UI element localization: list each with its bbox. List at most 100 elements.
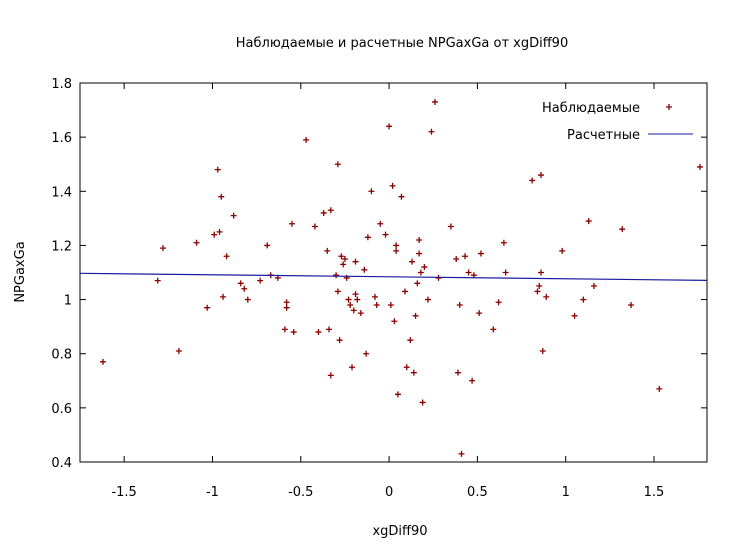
data-point xyxy=(352,258,359,265)
data-point xyxy=(539,348,546,355)
data-point xyxy=(320,209,327,216)
x-tick-label: 1 xyxy=(562,485,570,500)
data-point xyxy=(580,296,587,303)
data-point xyxy=(357,310,364,317)
x-tick-label: -0.5 xyxy=(288,485,313,500)
data-point xyxy=(311,223,318,230)
data-point xyxy=(230,212,237,219)
data-point xyxy=(354,296,361,303)
data-point xyxy=(257,277,264,284)
data-point xyxy=(628,301,635,308)
y-tick-label: 1 xyxy=(64,294,72,309)
data-point xyxy=(571,312,578,319)
y-tick-label: 1.6 xyxy=(51,131,72,146)
data-point xyxy=(336,337,343,344)
data-point xyxy=(160,245,167,252)
y-tick-label: 1.2 xyxy=(51,239,72,254)
data-point xyxy=(490,326,497,333)
data-point xyxy=(382,231,389,238)
plot-area-frame xyxy=(79,82,708,463)
data-point xyxy=(389,182,396,189)
plot-content xyxy=(79,98,708,457)
x-tick-label: -1 xyxy=(206,485,219,500)
y-tick-label: 0.4 xyxy=(51,456,72,471)
chart-title: Наблюдаемые и расчетные NPGaxGa от xgDif… xyxy=(236,36,568,51)
data-point xyxy=(536,283,543,290)
data-point xyxy=(500,239,507,246)
data-point xyxy=(432,98,439,105)
data-point xyxy=(214,166,221,173)
data-point xyxy=(345,296,352,303)
data-point xyxy=(456,301,463,308)
data-point xyxy=(348,364,355,371)
data-point xyxy=(398,193,405,200)
data-point xyxy=(585,218,592,225)
data-point xyxy=(220,293,227,300)
data-point xyxy=(476,310,483,317)
data-point xyxy=(412,312,419,319)
data-point xyxy=(364,234,371,241)
data-point xyxy=(368,188,375,195)
data-point xyxy=(424,296,431,303)
data-point xyxy=(387,301,394,308)
data-point xyxy=(656,385,663,392)
y-tick-label: 0.6 xyxy=(51,402,72,417)
data-point xyxy=(363,350,370,357)
data-point xyxy=(350,307,357,314)
y-tick-label: 1.8 xyxy=(51,77,72,92)
legend: Наблюдаемые Расчетные xyxy=(542,101,693,143)
data-point xyxy=(223,253,230,260)
data-point xyxy=(393,247,400,254)
data-point xyxy=(334,161,341,168)
x-tick-label: -1.5 xyxy=(111,485,136,500)
data-point xyxy=(371,293,378,300)
data-point xyxy=(462,253,469,260)
data-point xyxy=(241,285,248,292)
data-point xyxy=(409,258,416,265)
data-point xyxy=(211,231,218,238)
data-point xyxy=(204,304,211,311)
y-tick-label: 1.4 xyxy=(51,185,72,200)
data-point xyxy=(391,318,398,325)
data-point xyxy=(193,239,200,246)
data-point xyxy=(377,220,384,227)
x-tick-label: 0.5 xyxy=(467,485,488,500)
data-point xyxy=(453,255,460,262)
data-point xyxy=(237,280,244,287)
regression-line xyxy=(79,272,708,281)
data-point xyxy=(403,364,410,371)
data-point xyxy=(326,326,333,333)
data-point xyxy=(283,299,290,306)
data-point xyxy=(281,326,288,333)
axis-ticks: -1.5 -1 -0.5 0 0.5 1 1.5 0.4 0.6 0.8 1 1.2 1.4 1.6 1.8 xyxy=(51,77,707,500)
data-point xyxy=(619,226,626,233)
data-point xyxy=(543,293,550,300)
data-point xyxy=(283,304,290,311)
data-point xyxy=(154,277,161,284)
data-point xyxy=(315,329,322,336)
data-point xyxy=(288,220,295,227)
data-point xyxy=(175,348,182,355)
data-point xyxy=(216,228,223,235)
data-point xyxy=(303,136,310,143)
data-point xyxy=(394,391,401,398)
data-point xyxy=(264,242,271,249)
data-point xyxy=(347,301,354,308)
data-point xyxy=(386,123,393,130)
data-point xyxy=(534,288,541,295)
data-point xyxy=(458,450,465,457)
data-point xyxy=(352,291,359,298)
data-point xyxy=(477,250,484,257)
y-axis-label: NPGaxGa xyxy=(13,241,28,302)
data-point xyxy=(416,237,423,244)
data-point xyxy=(537,269,544,276)
data-point xyxy=(447,223,454,230)
legend-label-calculated: Расчетные xyxy=(567,128,640,143)
data-point xyxy=(327,207,334,214)
data-point xyxy=(338,253,345,260)
data-point xyxy=(333,272,340,279)
legend-label-observed: Наблюдаемые xyxy=(542,101,640,116)
data-point xyxy=(428,128,435,135)
data-point xyxy=(401,288,408,295)
